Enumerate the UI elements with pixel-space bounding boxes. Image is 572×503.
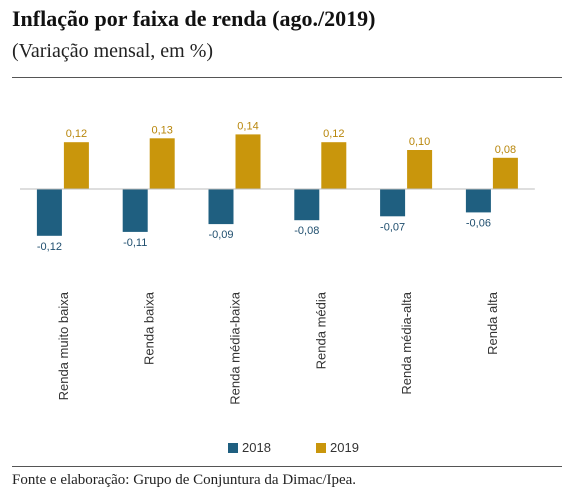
bar-2018-4 bbox=[380, 189, 406, 217]
category-label-4: Renda média-alta bbox=[399, 291, 414, 394]
data-label-2019-5: 0,08 bbox=[495, 144, 516, 156]
chart-subtitle: (Variação mensal, em %) bbox=[12, 40, 214, 62]
legend-swatch-2019 bbox=[316, 443, 326, 453]
bar-2019-0 bbox=[63, 142, 89, 189]
data-labels-group: -0,12 0,12 -0,11 0,13 -0,09 0,14 -0,08 0,12 -0,0… bbox=[37, 120, 516, 252]
legend-label-2018: 2018 bbox=[242, 440, 271, 455]
legend-swatch-2018 bbox=[228, 443, 238, 453]
data-label-2018-1: -0,11 bbox=[123, 237, 147, 249]
chart-title: Inflação por faixa de renda (ago./2019) bbox=[12, 6, 376, 31]
bars-group bbox=[36, 134, 518, 236]
data-label-2019-0: 0,12 bbox=[66, 128, 87, 140]
bar-2019-2 bbox=[235, 134, 261, 189]
top-divider bbox=[12, 77, 562, 78]
category-label-1: Renda baixa bbox=[142, 291, 157, 365]
data-label-2019-3: 0,12 bbox=[323, 128, 344, 140]
data-label-2018-2: -0,09 bbox=[208, 229, 233, 241]
bar-2019-1 bbox=[149, 138, 175, 189]
bar-2018-1 bbox=[122, 189, 148, 232]
legend-label-2019: 2019 bbox=[330, 440, 359, 455]
bar-2018-0 bbox=[36, 189, 62, 236]
category-labels-group: Renda muito baixa Renda baixa Renda média-… bbox=[56, 291, 500, 405]
category-label-5: Renda alta bbox=[485, 291, 500, 355]
data-label-2018-0: -0,12 bbox=[37, 241, 62, 253]
bar-2019-5 bbox=[492, 157, 518, 189]
bar-2019-3 bbox=[321, 142, 347, 189]
data-label-2018-4: -0,07 bbox=[380, 221, 405, 233]
source-note: Fonte e elaboração: Grupo de Conjuntura … bbox=[12, 472, 357, 488]
bar-2018-2 bbox=[208, 189, 234, 225]
bar-2018-3 bbox=[294, 189, 320, 221]
category-label-0: Renda muito baixa bbox=[56, 291, 71, 400]
category-label-2: Renda média-baixa bbox=[228, 291, 243, 405]
data-label-2019-4: 0,10 bbox=[409, 136, 430, 148]
legend: 2018 2019 bbox=[228, 440, 359, 455]
data-label-2019-1: 0,13 bbox=[151, 124, 172, 136]
bar-chart: -0,12 0,12 -0,11 0,13 -0,09 0,14 -0,08 0,12 -0,0… bbox=[20, 120, 535, 455]
bottom-divider bbox=[12, 466, 562, 467]
bar-2019-4 bbox=[407, 150, 433, 189]
data-label-2018-3: -0,08 bbox=[294, 225, 319, 237]
category-label-3: Renda média bbox=[313, 291, 328, 369]
data-label-2019-2: 0,14 bbox=[237, 120, 258, 132]
data-label-2018-5: -0,06 bbox=[466, 217, 491, 229]
bar-2018-5 bbox=[465, 189, 491, 213]
